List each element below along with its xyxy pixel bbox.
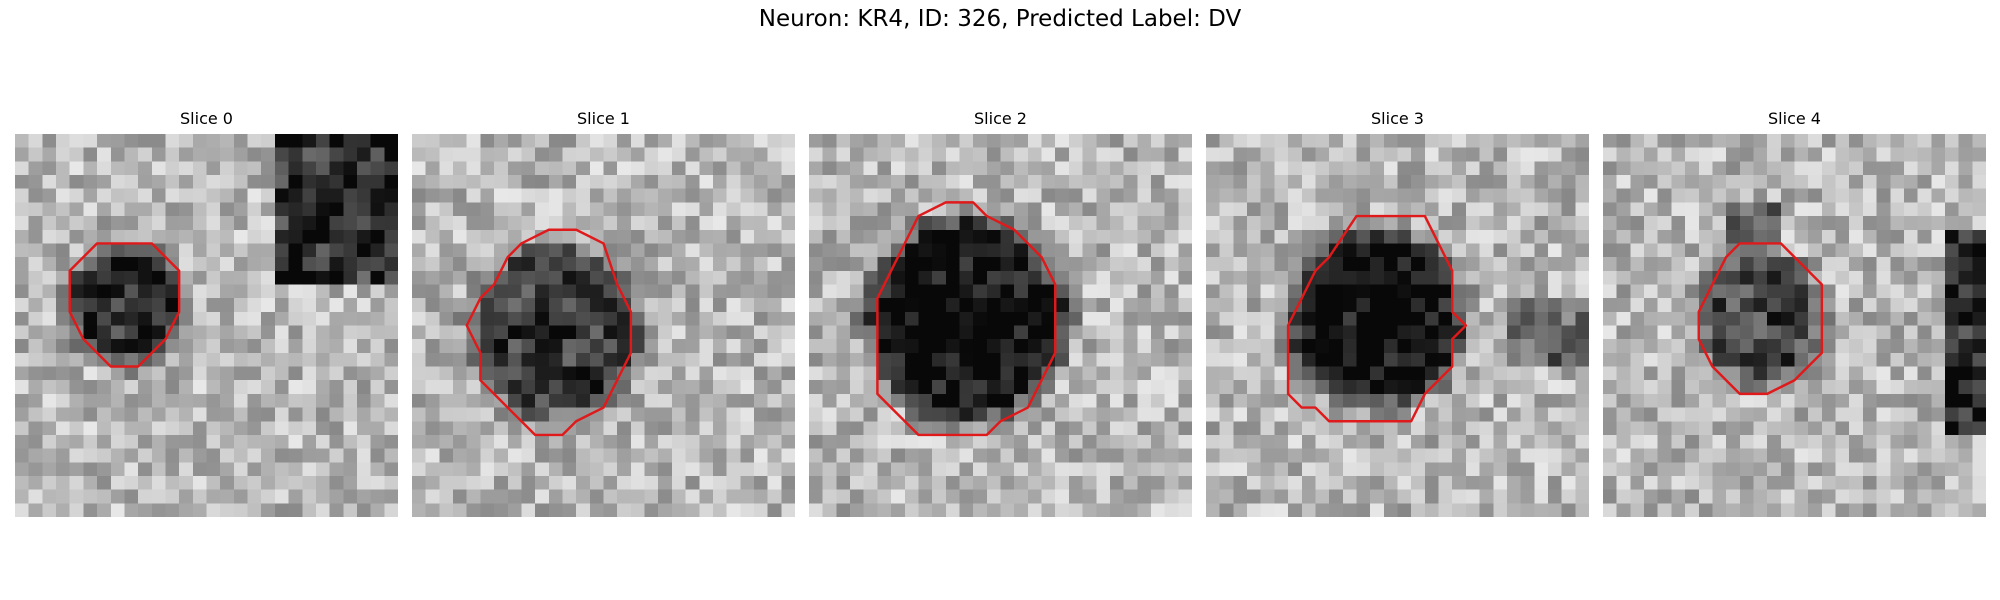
roi-contour <box>1286 214 1468 423</box>
roi-contour <box>876 201 1057 437</box>
figure-title: Neuron: KR4, ID: 326, Predicted Label: D… <box>758 6 1242 32</box>
microscopy-image <box>15 134 398 517</box>
panel-title: Slice 0 <box>180 109 233 128</box>
grayscale-image <box>1206 134 1589 517</box>
panel-slice-0: Slice 0 <box>15 108 398 517</box>
roi-contour <box>1697 242 1824 396</box>
grayscale-image <box>15 134 398 517</box>
panel-slice-1: Slice 1 <box>412 108 795 517</box>
roi-overlay <box>1697 242 1824 396</box>
grayscale-image <box>1603 134 1986 517</box>
roi-overlay <box>465 228 633 437</box>
roi-contour <box>465 228 633 437</box>
roi-overlay <box>1286 214 1468 423</box>
grayscale-image <box>809 134 1192 517</box>
panel-title: Slice 2 <box>974 109 1027 128</box>
grayscale-image <box>412 134 795 517</box>
microscopy-image <box>1603 134 1986 517</box>
panel-title: Slice 1 <box>577 109 630 128</box>
roi-contour <box>68 242 181 368</box>
panel-slice-2: Slice 2 <box>809 108 1192 517</box>
panel-title: Slice 4 <box>1768 109 1821 128</box>
microscopy-image <box>809 134 1192 517</box>
panel-slice-3: Slice 3 <box>1206 108 1589 517</box>
microscopy-image <box>412 134 795 517</box>
microscopy-image <box>1206 134 1589 517</box>
roi-overlay <box>68 242 181 368</box>
panel-title: Slice 3 <box>1371 109 1424 128</box>
panel-slice-4: Slice 4 <box>1603 108 1986 517</box>
roi-overlay <box>876 201 1057 437</box>
